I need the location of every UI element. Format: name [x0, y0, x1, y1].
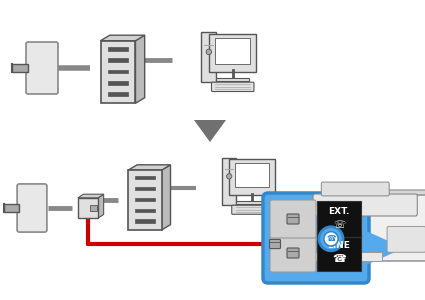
- Text: ☎: ☎: [326, 234, 336, 243]
- FancyBboxPatch shape: [212, 82, 254, 92]
- FancyBboxPatch shape: [26, 42, 58, 94]
- Bar: [135, 198, 155, 201]
- Bar: [236, 201, 268, 205]
- Polygon shape: [101, 35, 144, 41]
- Text: ☏: ☏: [333, 220, 345, 230]
- FancyBboxPatch shape: [317, 235, 361, 271]
- Circle shape: [227, 174, 232, 179]
- FancyBboxPatch shape: [222, 158, 236, 206]
- Polygon shape: [98, 194, 104, 218]
- Bar: [108, 70, 128, 73]
- Bar: [135, 208, 155, 212]
- Polygon shape: [128, 170, 162, 230]
- Bar: [108, 47, 128, 50]
- Polygon shape: [194, 120, 226, 142]
- Bar: [108, 92, 128, 96]
- Polygon shape: [162, 165, 170, 230]
- FancyBboxPatch shape: [308, 195, 425, 261]
- FancyBboxPatch shape: [321, 182, 389, 196]
- Text: ⇄: ⇄: [340, 256, 346, 262]
- Bar: [108, 58, 128, 62]
- Polygon shape: [128, 165, 170, 170]
- Bar: [235, 164, 269, 188]
- Text: LINE: LINE: [328, 241, 351, 250]
- FancyBboxPatch shape: [269, 239, 280, 249]
- FancyBboxPatch shape: [209, 34, 256, 72]
- FancyBboxPatch shape: [201, 32, 216, 82]
- Polygon shape: [101, 41, 136, 103]
- Bar: [216, 78, 249, 81]
- Polygon shape: [78, 194, 104, 198]
- Polygon shape: [78, 198, 98, 218]
- Bar: [4, 204, 19, 212]
- FancyBboxPatch shape: [287, 248, 299, 258]
- FancyBboxPatch shape: [230, 159, 275, 195]
- Text: EXT.: EXT.: [328, 207, 350, 216]
- Bar: [135, 176, 155, 179]
- FancyBboxPatch shape: [387, 226, 425, 252]
- Circle shape: [206, 49, 212, 55]
- FancyBboxPatch shape: [315, 252, 382, 261]
- FancyBboxPatch shape: [232, 205, 272, 214]
- Bar: [135, 187, 155, 190]
- Bar: [135, 220, 155, 223]
- Circle shape: [319, 227, 343, 251]
- Bar: [12, 64, 28, 72]
- Bar: [215, 38, 250, 64]
- Circle shape: [324, 232, 338, 246]
- FancyBboxPatch shape: [270, 200, 316, 238]
- Bar: [90, 205, 97, 211]
- Polygon shape: [364, 230, 404, 266]
- FancyBboxPatch shape: [17, 184, 47, 232]
- Text: ☎: ☎: [332, 254, 346, 264]
- Polygon shape: [316, 190, 425, 198]
- FancyBboxPatch shape: [263, 193, 369, 283]
- Bar: [108, 81, 128, 85]
- FancyBboxPatch shape: [313, 194, 417, 216]
- FancyBboxPatch shape: [317, 201, 361, 237]
- FancyBboxPatch shape: [287, 214, 299, 224]
- Polygon shape: [136, 35, 144, 103]
- FancyBboxPatch shape: [270, 234, 316, 272]
